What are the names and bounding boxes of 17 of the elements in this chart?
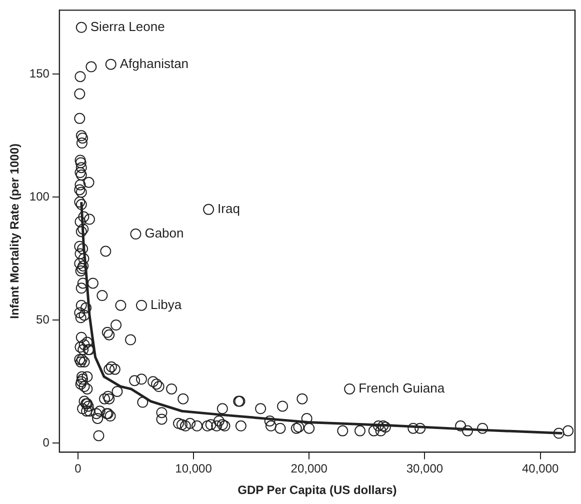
annotation: Libya (150, 296, 182, 312)
y-tick-label: 0 (42, 435, 50, 450)
y-tick-label: 100 (29, 189, 50, 204)
annotation: Afghanistan (120, 56, 189, 71)
x-tick-label: 20,000 (290, 462, 328, 476)
annotation: Gabon (144, 226, 184, 241)
y-axis-title: Infant Mortality Rate (per 1000) (8, 144, 22, 319)
annotation: French Guiana (358, 380, 446, 396)
x-axis-title: GDP Per Capita (US dollars) (238, 483, 397, 498)
x-tick-label: 40,000 (522, 462, 559, 476)
x-tick-label: 0 (74, 462, 82, 476)
x-tick-label: 30,000 (406, 462, 444, 476)
x-tick-label: 10,000 (175, 462, 212, 476)
y-tick-label: 50 (36, 312, 50, 326)
annotation: Sierra Leone (90, 18, 165, 34)
annotation: Iraq (218, 201, 240, 216)
y-tick-label: 150 (29, 66, 50, 80)
